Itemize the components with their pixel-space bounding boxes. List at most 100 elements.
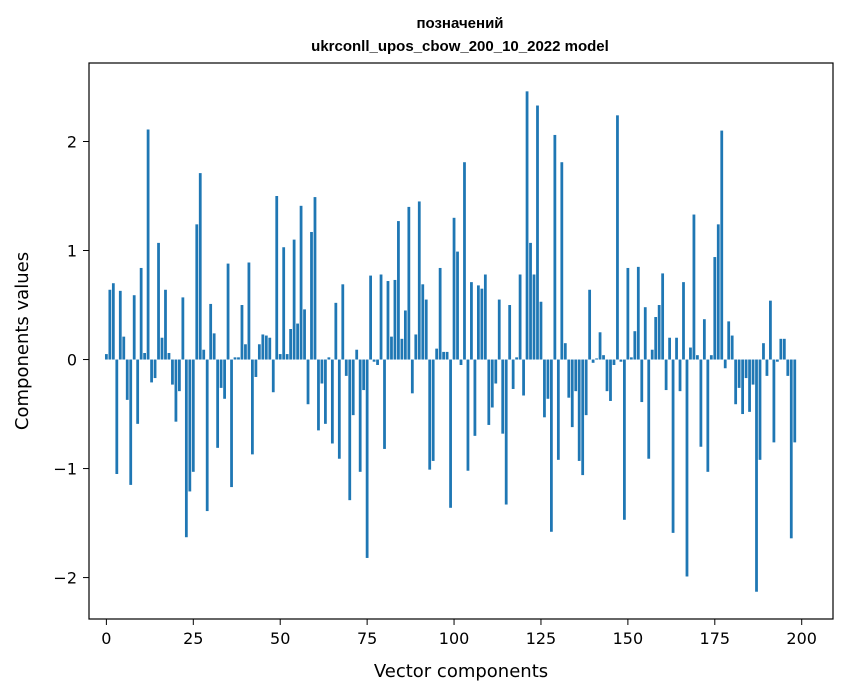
y-tick-label-0: 0 bbox=[67, 351, 77, 370]
bar-2 bbox=[111, 283, 115, 360]
chart-title-line1: позначений bbox=[416, 15, 503, 32]
bar-187 bbox=[755, 359, 758, 592]
bar-17 bbox=[164, 289, 167, 360]
bar-88 bbox=[410, 359, 414, 394]
x-tick-label-100: 100 bbox=[439, 629, 470, 648]
bar-3 bbox=[115, 359, 119, 474]
bar-60 bbox=[313, 197, 317, 360]
bar-8 bbox=[132, 295, 136, 360]
bar-43 bbox=[254, 359, 258, 377]
bar-7 bbox=[129, 359, 133, 485]
chart-title-line2: ukrconll_upos_cbow_200_10_2022 model bbox=[311, 38, 609, 55]
bar-144 bbox=[605, 359, 609, 392]
bar-67 bbox=[337, 359, 341, 459]
bar-48 bbox=[271, 359, 275, 393]
bar-107 bbox=[476, 285, 480, 360]
bar-19 bbox=[171, 359, 174, 385]
bar-114 bbox=[501, 359, 505, 434]
bar-27 bbox=[198, 173, 202, 360]
bar-75 bbox=[365, 359, 369, 558]
bar-106 bbox=[473, 359, 477, 436]
bar-64 bbox=[327, 357, 331, 360]
bar-108 bbox=[480, 288, 484, 360]
bar-1 bbox=[108, 289, 112, 360]
bar-80 bbox=[383, 359, 386, 449]
bar-191 bbox=[769, 300, 772, 360]
bar-54 bbox=[292, 239, 296, 360]
x-tick-label-50: 50 bbox=[270, 629, 290, 648]
bar-167 bbox=[685, 359, 689, 577]
bar-134 bbox=[570, 359, 574, 428]
bar-182 bbox=[737, 359, 741, 388]
bar-82 bbox=[390, 336, 393, 360]
bar-9 bbox=[136, 359, 140, 424]
bar-127 bbox=[546, 359, 550, 399]
bar-61 bbox=[317, 359, 320, 431]
bar-159 bbox=[657, 305, 661, 360]
bar-155 bbox=[643, 307, 647, 360]
bar-198 bbox=[793, 359, 797, 443]
bar-151 bbox=[629, 357, 633, 360]
bar-126 bbox=[543, 359, 546, 418]
bar-53 bbox=[289, 329, 293, 360]
bar-193 bbox=[775, 359, 779, 362]
bar-124 bbox=[536, 105, 539, 360]
bar-92 bbox=[424, 299, 428, 360]
bar-23 bbox=[184, 359, 188, 538]
bar-160 bbox=[661, 273, 665, 360]
bar-112 bbox=[494, 359, 498, 384]
bar-185 bbox=[748, 359, 751, 412]
x-axis-label: Vector components bbox=[374, 661, 548, 682]
bar-11 bbox=[143, 352, 147, 360]
bar-62 bbox=[320, 359, 324, 384]
bar-183 bbox=[741, 359, 744, 415]
bar-119 bbox=[518, 274, 522, 360]
bar-133 bbox=[567, 359, 571, 398]
bar-32 bbox=[216, 359, 220, 448]
bar-76 bbox=[369, 275, 372, 360]
bar-149 bbox=[623, 359, 626, 520]
bar-196 bbox=[786, 359, 790, 376]
bar-180 bbox=[730, 335, 734, 360]
bar-89 bbox=[414, 334, 418, 360]
bar-4 bbox=[118, 290, 122, 360]
bar-18 bbox=[167, 352, 171, 360]
bar-156 bbox=[647, 359, 651, 459]
bar-178 bbox=[723, 359, 727, 369]
bar-38 bbox=[237, 357, 240, 360]
bar-12 bbox=[146, 129, 150, 360]
bar-129 bbox=[553, 134, 557, 360]
bar-33 bbox=[219, 359, 223, 388]
bar-113 bbox=[497, 299, 501, 360]
bar-65 bbox=[330, 359, 334, 444]
bar-104 bbox=[466, 359, 470, 471]
bar-49 bbox=[275, 196, 279, 360]
bar-91 bbox=[421, 284, 425, 360]
bar-158 bbox=[654, 317, 658, 360]
bar-192 bbox=[772, 359, 776, 443]
bar-164 bbox=[675, 337, 678, 360]
bar-186 bbox=[751, 359, 755, 385]
bar-73 bbox=[358, 359, 362, 472]
bar-122 bbox=[529, 242, 532, 360]
bar-141 bbox=[595, 358, 598, 360]
bar-163 bbox=[671, 359, 675, 533]
bar-6 bbox=[125, 359, 129, 400]
bar-171 bbox=[699, 359, 703, 447]
bar-135 bbox=[574, 359, 578, 392]
bar-31 bbox=[212, 333, 216, 360]
bar-194 bbox=[779, 338, 783, 360]
bar-66 bbox=[334, 302, 338, 360]
bar-150 bbox=[626, 267, 630, 360]
bar-137 bbox=[581, 359, 585, 476]
bar-68 bbox=[341, 284, 345, 360]
bar-181 bbox=[734, 359, 738, 405]
bar-105 bbox=[470, 282, 473, 360]
bar-46 bbox=[264, 335, 268, 360]
bar-5 bbox=[122, 336, 126, 360]
bar-30 bbox=[209, 303, 213, 360]
bar-93 bbox=[428, 359, 432, 470]
bar-57 bbox=[303, 309, 306, 360]
bar-166 bbox=[682, 282, 685, 360]
bar-174 bbox=[709, 355, 713, 360]
